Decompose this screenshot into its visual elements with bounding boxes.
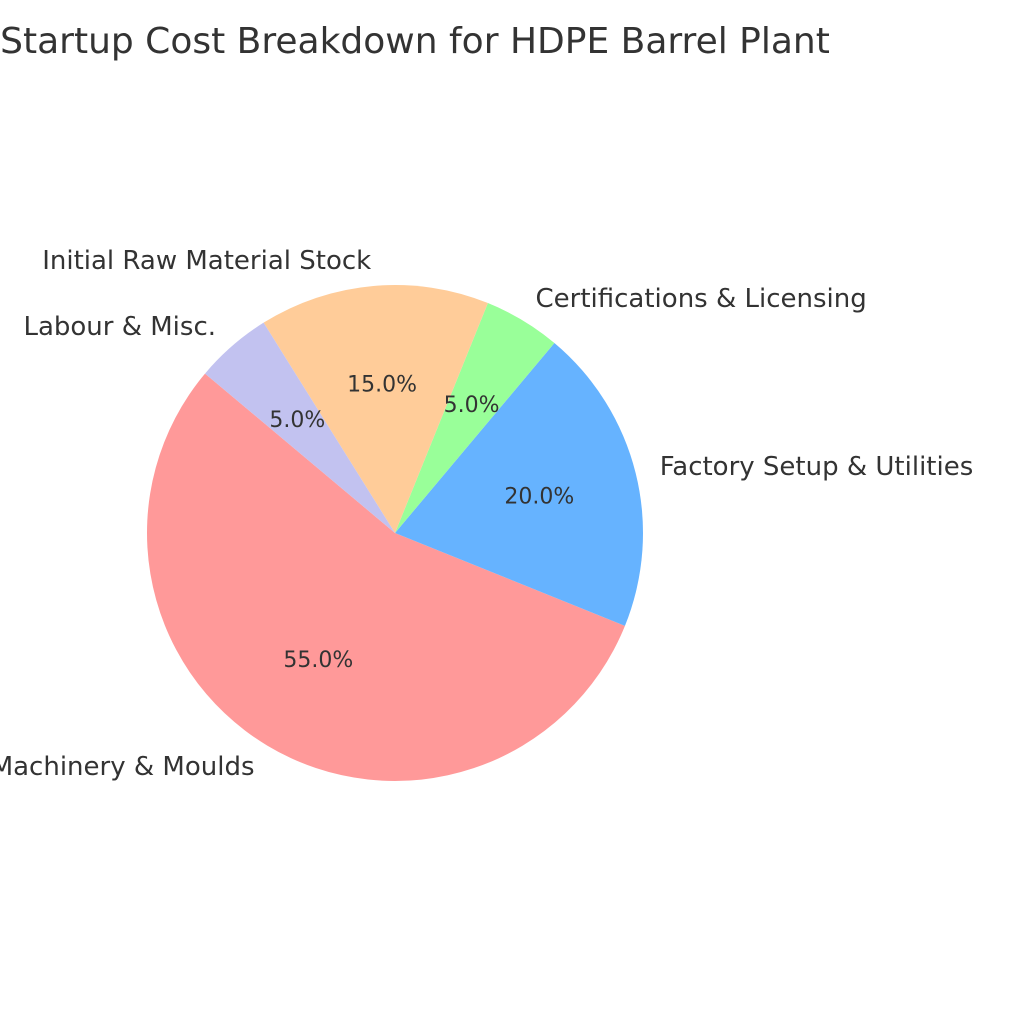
slice-label-initial-raw-material-stock: Initial Raw Material Stock	[42, 246, 371, 276]
pie-slice-initial-raw-material-stock	[263, 285, 488, 533]
pct-label-initial-raw-material-stock: 15.0%	[347, 372, 417, 397]
pie-slice-certifications-and-licensing	[395, 303, 555, 533]
slice-label-labour-and-misc: Labour & Misc.	[23, 312, 216, 342]
slice-label-machinery-and-moulds: Machinery & Moulds	[0, 752, 254, 782]
pct-label-factory-setup-and-utilities: 20.0%	[504, 485, 574, 510]
pct-label-labour-and-misc: 5.0%	[269, 408, 325, 433]
slice-label-factory-setup-and-utilities: Factory Setup & Utilities	[660, 452, 974, 482]
pie-slice-labour-and-misc	[205, 322, 395, 533]
pie-labels: Machinery & Moulds 55.0% Factory Setup & U…	[0, 246, 973, 782]
pct-label-certifications-and-licensing: 5.0%	[444, 393, 500, 418]
pct-label-machinery-and-moulds: 55.0%	[283, 648, 353, 673]
chart-title: Startup Cost Breakdown for HDPE Barrel P…	[0, 21, 830, 62]
pie-slice-factory-setup-and-utilities	[395, 343, 643, 626]
slice-label-certifications-and-licensing: Certifications & Licensing	[536, 284, 867, 314]
pie-slice-machinery-and-moulds	[146, 373, 625, 782]
pie-wedges	[146, 285, 643, 782]
